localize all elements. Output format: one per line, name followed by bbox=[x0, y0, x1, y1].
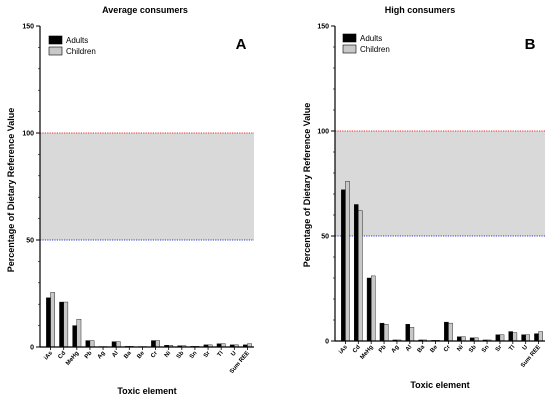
legend-swatch-children bbox=[48, 46, 63, 56]
x-tick-label: Cd bbox=[352, 344, 362, 354]
legend: Adults Children bbox=[48, 35, 96, 56]
x-tick-label: U bbox=[522, 344, 529, 351]
bar-children-al bbox=[409, 327, 415, 342]
y-tick-label: 100 bbox=[22, 131, 34, 138]
bar-children-ni bbox=[461, 336, 466, 342]
y-tick-label: 150 bbox=[317, 24, 329, 31]
x-tick-label: MeHg bbox=[65, 350, 80, 367]
y-tick-label: 100 bbox=[317, 129, 329, 136]
bar-children-cd bbox=[358, 210, 363, 342]
legend-swatch-adults bbox=[48, 35, 63, 45]
x-tick-label: Be bbox=[430, 344, 440, 354]
panel-average-consumers: Average consumers A Percentage of Dietar… bbox=[6, 5, 254, 396]
panel-high-consumers: High consumers B Percentage of Dietary R… bbox=[302, 5, 545, 390]
bar-children-mehg bbox=[76, 318, 82, 348]
bar-adults-al bbox=[111, 341, 117, 348]
bar-children-pb bbox=[383, 324, 389, 342]
bar-adults-sum-ree bbox=[534, 333, 539, 342]
x-tick-label: Ag bbox=[391, 344, 401, 354]
legend-label-children: Children bbox=[360, 45, 390, 54]
bar-children-cr bbox=[155, 340, 160, 348]
bar-adults-ni bbox=[456, 336, 462, 342]
bar-children-sr bbox=[499, 334, 505, 342]
bar-children-ias bbox=[345, 181, 350, 342]
bar-children-sum-ree bbox=[538, 331, 543, 342]
reference-band bbox=[335, 131, 545, 236]
chart-title: High consumers bbox=[385, 5, 456, 15]
bar-children-cd bbox=[63, 301, 69, 348]
x-tick-label: Be bbox=[136, 350, 146, 360]
bar-children-al bbox=[115, 341, 121, 348]
panel-label: A bbox=[236, 36, 247, 53]
bar-adults-cr bbox=[151, 340, 156, 348]
y-tick-label: 0 bbox=[325, 339, 329, 346]
bar-children-pb bbox=[89, 340, 95, 348]
y-tick-label: 150 bbox=[22, 24, 34, 31]
bar-adults-tl bbox=[508, 331, 514, 342]
legend-label-adults: Adults bbox=[66, 36, 88, 45]
panel-label: B bbox=[525, 36, 536, 53]
y-tick-label: 50 bbox=[26, 238, 34, 245]
bar-adults-al bbox=[405, 324, 411, 342]
bar-adults-cd bbox=[353, 204, 359, 342]
x-tick-label: Cr bbox=[443, 344, 452, 353]
x-axis-label: Toxic element bbox=[117, 386, 176, 396]
x-tick-label: MeHg bbox=[360, 344, 375, 361]
bar-children-tl bbox=[512, 332, 518, 342]
x-tick-label: Pb bbox=[84, 350, 94, 360]
x-tick-label: Cr bbox=[150, 350, 159, 359]
bar-adults-cr bbox=[444, 321, 449, 342]
x-tick-label: iAs bbox=[338, 344, 349, 356]
x-tick-label: Ni bbox=[456, 344, 465, 353]
bar-adults-pb bbox=[379, 322, 385, 342]
x-tick-label: Tl bbox=[508, 344, 516, 352]
bar-children-ias bbox=[50, 292, 55, 348]
x-tick-label: Al bbox=[405, 344, 414, 353]
legend: Adults Children bbox=[342, 33, 390, 54]
x-tick-label: Sn bbox=[481, 344, 491, 354]
bar-adults-ias bbox=[341, 189, 346, 342]
x-axis-label: Toxic element bbox=[410, 380, 469, 390]
legend-swatch-children bbox=[342, 44, 357, 54]
legend-label-adults: Adults bbox=[360, 34, 382, 43]
x-tick-label: iAs bbox=[43, 350, 54, 362]
x-tick-label: Ag bbox=[97, 350, 107, 360]
bar-children-u bbox=[525, 334, 531, 342]
y-tick-label: 0 bbox=[30, 345, 34, 352]
bar-adults-cd bbox=[59, 301, 64, 348]
bar-children-mehg bbox=[370, 275, 376, 342]
bar-adults-sr bbox=[495, 334, 501, 342]
x-tick-label: Ni bbox=[164, 350, 173, 359]
x-tick-label: Ba bbox=[123, 350, 133, 360]
legend-label-children: Children bbox=[66, 47, 96, 56]
x-tick-label: Ba bbox=[417, 344, 427, 354]
x-tick-label: U bbox=[230, 350, 237, 357]
bar-adults-ias bbox=[46, 297, 51, 348]
x-tick-label: Al bbox=[111, 350, 120, 359]
legend-swatch-adults bbox=[342, 33, 357, 43]
y-axis-label: Percentage of Dietary Reference Value bbox=[6, 108, 16, 273]
x-tick-label: Sb bbox=[176, 350, 186, 360]
y-axis-label: Percentage of Dietary Reference Value bbox=[302, 103, 312, 268]
x-tick-label: Pb bbox=[378, 344, 388, 354]
x-tick-label: Sn bbox=[189, 350, 199, 360]
x-tick-label: Cd bbox=[57, 350, 67, 360]
x-tick-label: Tl bbox=[217, 350, 225, 358]
x-tick-label: Sr bbox=[495, 344, 504, 353]
bar-children-cr bbox=[448, 322, 453, 342]
bar-adults-pb bbox=[85, 340, 91, 348]
bar-adults-u bbox=[521, 334, 526, 342]
x-tick-label: Sr bbox=[203, 350, 212, 359]
reference-band bbox=[40, 133, 254, 240]
chart-title: Average consumers bbox=[102, 5, 188, 15]
x-tick-label: Sb bbox=[468, 344, 478, 354]
y-tick-label: 50 bbox=[321, 234, 329, 241]
bar-adults-mehg bbox=[366, 277, 372, 342]
bar-adults-mehg bbox=[72, 325, 78, 348]
